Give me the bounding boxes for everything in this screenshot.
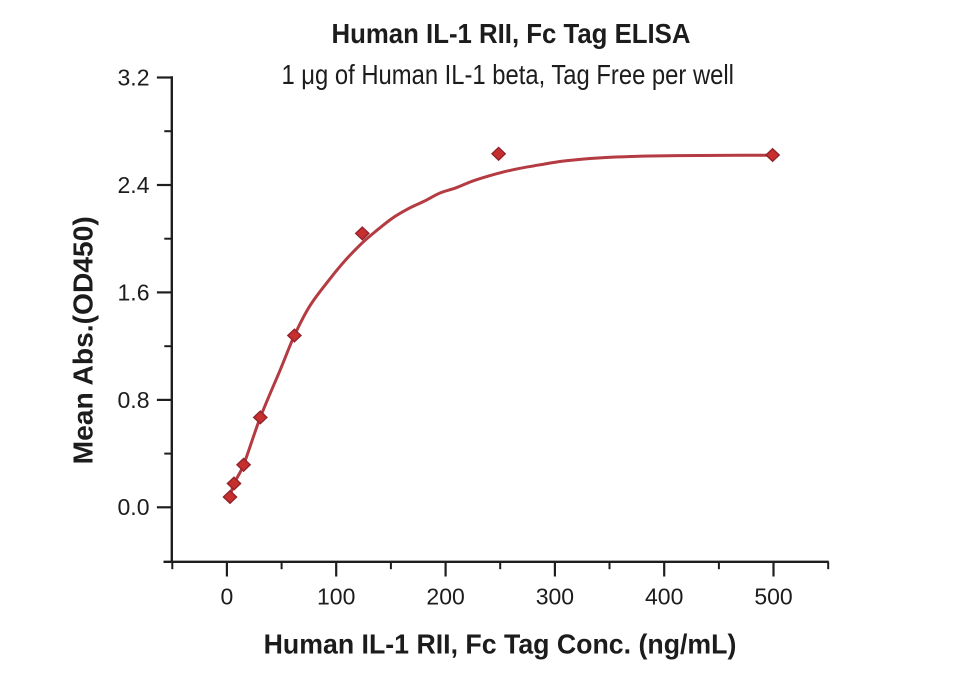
- svg-text:500: 500: [754, 584, 792, 610]
- svg-text:3.2: 3.2: [118, 64, 150, 90]
- svg-text:2.4: 2.4: [118, 172, 150, 198]
- svg-text:0.8: 0.8: [118, 387, 150, 413]
- svg-text:1 μg of Human IL-1 beta, Tag F: 1 μg of Human IL-1 beta, Tag Free per we…: [281, 60, 733, 90]
- svg-text:0.0: 0.0: [118, 494, 150, 520]
- svg-text:Mean Abs.(OD450): Mean Abs.(OD450): [68, 216, 99, 464]
- svg-text:300: 300: [536, 584, 574, 610]
- svg-text:400: 400: [645, 584, 683, 610]
- svg-text:100: 100: [317, 584, 355, 610]
- svg-text:Human IL-1 RII, Fc Tag ELISA: Human IL-1 RII, Fc Tag ELISA: [332, 18, 691, 49]
- svg-text:Human IL-1 RII, Fc Tag Conc. (: Human IL-1 RII, Fc Tag Conc. (ng/mL): [264, 629, 737, 659]
- svg-text:1.6: 1.6: [118, 279, 150, 305]
- svg-text:0: 0: [221, 584, 234, 610]
- svg-text:200: 200: [426, 584, 464, 610]
